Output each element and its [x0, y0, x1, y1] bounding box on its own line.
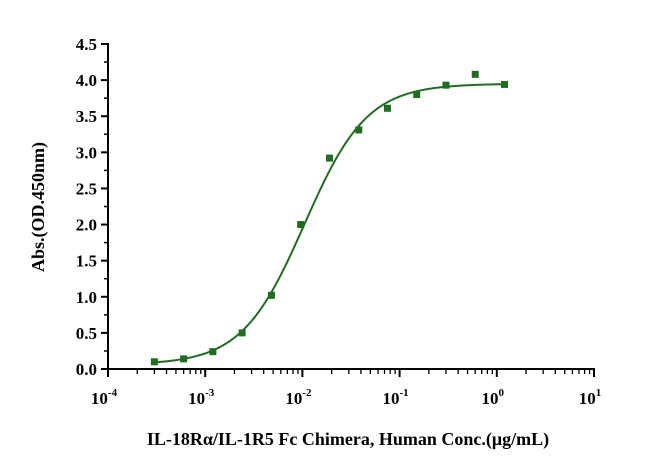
data-point — [413, 91, 421, 99]
y-tick-label: 2.5 — [76, 179, 97, 198]
y-tick-label: 3.5 — [76, 107, 97, 126]
y-tick-label: 1.0 — [76, 288, 97, 307]
data-point — [500, 80, 508, 88]
data-point — [150, 358, 158, 366]
x-axis-title: IL-18Rα/IL-1R5 Fc Chimera, Human Conc.(μ… — [147, 429, 549, 450]
y-tick-label: 4.5 — [76, 35, 97, 54]
x-tick-label: 101 — [579, 387, 602, 408]
y-tick-label: 0.5 — [76, 324, 97, 343]
data-point — [297, 221, 305, 229]
y-tick-label: 0.0 — [76, 360, 97, 379]
data-point — [238, 329, 246, 337]
x-tick-label: 10-1 — [383, 387, 409, 408]
y-tick-label: 4.0 — [76, 71, 97, 90]
data-point — [383, 104, 391, 112]
data-point — [325, 154, 333, 162]
x-tick-label: 10-3 — [188, 387, 215, 408]
x-tick-label: 10-4 — [91, 387, 118, 408]
x-tick-labels: 10-4 10-3 10-2 10-1 100 101 — [91, 387, 601, 408]
y-tick-label: 2.0 — [76, 216, 97, 235]
fit-curve — [154, 83, 505, 364]
x-tick-label: 100 — [482, 387, 505, 408]
data-point — [267, 291, 275, 299]
data-point — [180, 355, 188, 363]
y-axis-title: Abs.(OD.450nm) — [28, 142, 49, 272]
data-point — [209, 348, 217, 356]
data-points — [150, 70, 508, 366]
x-tick-label: 10-2 — [285, 387, 312, 408]
data-point — [471, 70, 479, 78]
axes — [101, 43, 595, 377]
y-tick-label: 3.0 — [76, 143, 97, 162]
y-tick-label: 1.5 — [76, 252, 97, 271]
y-tick-labels: 0.0 0.5 1.0 1.5 2.0 2.5 3.0 3.5 4.0 4.5 — [76, 35, 97, 379]
data-point — [355, 126, 363, 134]
data-point — [442, 81, 450, 89]
